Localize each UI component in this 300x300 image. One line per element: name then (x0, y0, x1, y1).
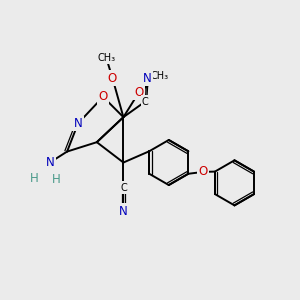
Text: CH₃: CH₃ (150, 71, 168, 82)
Text: N: N (142, 71, 151, 85)
Text: O: O (199, 165, 208, 178)
Text: H: H (30, 172, 39, 185)
Text: C: C (142, 97, 149, 106)
Text: H: H (52, 173, 61, 186)
Text: O: O (134, 85, 144, 99)
Text: CH₃: CH₃ (97, 53, 115, 63)
Text: N: N (119, 205, 128, 218)
Text: O: O (108, 71, 117, 85)
Text: C: C (120, 182, 127, 193)
Text: N: N (74, 117, 82, 130)
Text: O: O (98, 90, 108, 103)
Text: N: N (46, 156, 54, 169)
